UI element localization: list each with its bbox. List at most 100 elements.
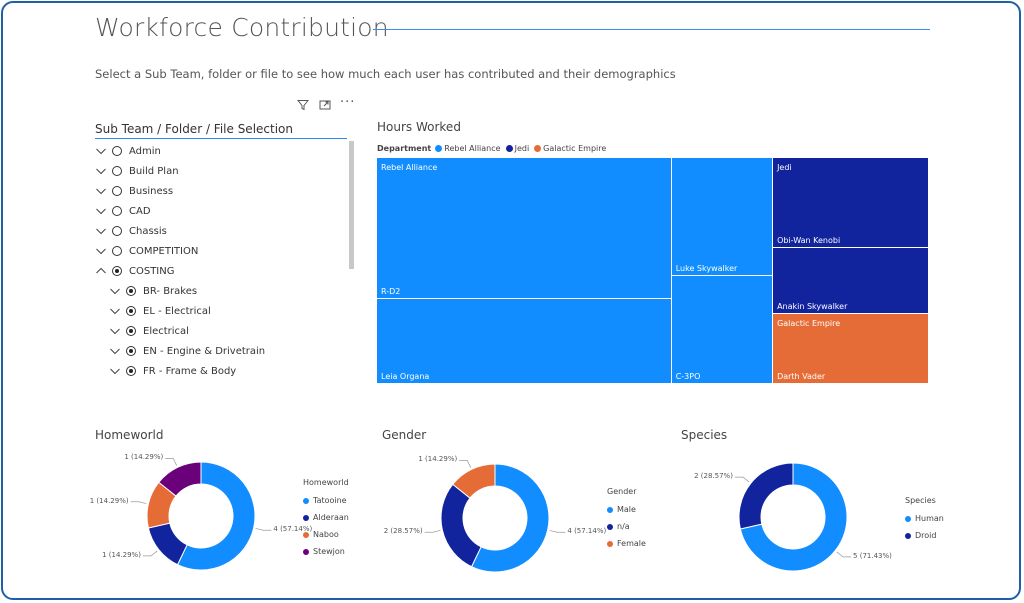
slicer-item-label: Admin (129, 145, 161, 157)
slicer-item-cad[interactable]: CAD (95, 203, 151, 219)
slicer-radio[interactable] (112, 166, 122, 176)
donut-slice-droid[interactable] (738, 462, 794, 530)
donut-leader-line (459, 459, 472, 468)
slicer-item-admin[interactable]: Admin (95, 143, 161, 159)
treemap-tile-darth-vader[interactable]: Darth Vader (773, 313, 929, 384)
chevron-down-icon[interactable] (109, 325, 121, 337)
slicer-scrollbar[interactable] (349, 141, 354, 269)
slicer-radio[interactable] (112, 266, 122, 276)
legend-dot-rebel (435, 145, 443, 152)
treemap-tile-obi-wan-kenobi[interactable]: Obi-Wan Kenobi (773, 158, 929, 249)
treemap-tile-label: Leia Organa (381, 371, 430, 381)
slicer-radio[interactable] (126, 366, 136, 376)
treemap-tile-luke-skywalker[interactable]: Luke Skywalker (671, 158, 774, 277)
slicer-title: Sub Team / Folder / File Selection (95, 122, 347, 139)
legend-dot (303, 548, 309, 555)
slicer-item-business[interactable]: Business (95, 183, 173, 199)
legend-label: Droid (915, 531, 937, 540)
treemap-tile-label: R-D2 (381, 287, 401, 297)
chevron-down-icon[interactable] (109, 345, 121, 357)
slicer-radio[interactable] (112, 146, 122, 156)
donut-slice-n-a[interactable] (440, 483, 482, 568)
treemap-title: Hours Worked (377, 120, 461, 134)
slicer-item-costing[interactable]: COSTING (95, 263, 175, 279)
slicer-item-label: EL - Electrical (143, 305, 211, 317)
homeworld-donut (130, 457, 272, 571)
slicer-item-label: FR - Frame & Body (143, 365, 237, 377)
treemap-tile-leia-organa[interactable]: Leia Organa (377, 299, 672, 384)
treemap-tile-anakin-skywalker[interactable]: Anakin Skywalker (773, 248, 929, 314)
legend-dot (607, 523, 613, 530)
donut-slice-tatooine[interactable] (176, 461, 256, 571)
slicer-item-competition[interactable]: COMPETITION (95, 243, 198, 259)
homeworld-legend: Homeworld Tatooine Alderaan Naboo Stewjon (303, 478, 349, 560)
donut-slice-human[interactable] (739, 462, 848, 572)
donut-slice-stewjon[interactable] (158, 461, 202, 497)
donut-leader-line (130, 501, 147, 504)
donut-data-label: 1 (14.29%) (102, 550, 141, 559)
donut-slice-male[interactable] (470, 463, 550, 573)
focus-mode-icon[interactable] (319, 99, 331, 114)
chevron-down-icon[interactable] (95, 165, 107, 177)
chevron-down-icon[interactable] (95, 225, 107, 237)
chevron-down-icon[interactable] (95, 145, 107, 157)
chevron-up-icon[interactable] (95, 265, 107, 277)
slicer-item-en-engine-drivetrain[interactable]: EN - Engine & Drivetrain (109, 343, 265, 359)
slicer-item-label: COMPETITION (129, 245, 199, 257)
legend-label: Stewjon (313, 547, 345, 556)
donut-slice-female[interactable] (452, 463, 496, 499)
legend-item-stewjon[interactable]: Stewjon (303, 543, 349, 560)
gender-title: Gender (382, 428, 427, 442)
slicer-radio[interactable] (126, 326, 136, 336)
more-options-icon[interactable]: ··· (340, 95, 356, 110)
legend-title: Species (905, 496, 936, 505)
legend-item-n-a[interactable]: n/a (607, 518, 646, 535)
legend-item-female[interactable]: Female (607, 535, 646, 552)
legend-dot (607, 506, 613, 513)
slicer-radio[interactable] (126, 286, 136, 296)
legend-item-naboo[interactable]: Naboo (303, 526, 349, 543)
donut-data-label: 2 (28.57%) (383, 527, 423, 536)
chevron-down-icon[interactable] (109, 365, 121, 377)
slicer-item-electrical[interactable]: Electrical (109, 323, 189, 339)
slicer-item-label: Build Plan (129, 165, 179, 177)
slicer-toolbar: ··· (295, 95, 355, 115)
legend-item-alderaan[interactable]: Alderaan (303, 509, 349, 526)
legend-item-human[interactable]: Human (905, 510, 944, 527)
slicer-item-label: Chassis (129, 225, 167, 237)
slicer-radio[interactable] (112, 226, 122, 236)
donut-leader-line (165, 457, 178, 466)
slicer-item-br-brakes[interactable]: BR- Brakes (109, 283, 197, 299)
treemap-tile-r-d2[interactable]: R-D2 (377, 158, 672, 300)
legend-item-tatooine[interactable]: Tatooine (303, 492, 349, 509)
filter-icon[interactable] (296, 99, 310, 114)
treemap-tile-label: Obi-Wan Kenobi (777, 236, 841, 246)
legend-label: n/a (617, 522, 630, 531)
treemap-group-label-empire: Galactic Empire (777, 318, 841, 328)
legend-label: Male (617, 505, 636, 514)
legend-item-male[interactable]: Male (607, 501, 646, 518)
chevron-down-icon[interactable] (95, 185, 107, 197)
slicer-item-chassis[interactable]: Chassis (95, 223, 167, 239)
slicer-radio[interactable] (112, 206, 122, 216)
legend-title: Homeworld (303, 478, 349, 487)
slicer-radio[interactable] (126, 306, 136, 316)
slicer-radio[interactable] (112, 186, 122, 196)
chevron-down-icon[interactable] (109, 285, 121, 297)
slicer-item-fr-frame-body[interactable]: FR - Frame & Body (109, 363, 236, 379)
donut-data-label: 1 (14.29%) (418, 455, 458, 464)
chevron-down-icon[interactable] (95, 245, 107, 257)
legend-dot (303, 497, 309, 504)
treemap-tile-c-3po[interactable]: C-3PO (671, 276, 774, 384)
legend-dot (303, 514, 309, 521)
slicer-item-build-plan[interactable]: Build Plan (95, 163, 179, 179)
chevron-down-icon[interactable] (109, 305, 121, 317)
donut-data-label: 4 (57.14%) (567, 527, 607, 536)
slicer-radio[interactable] (126, 346, 136, 356)
slicer-radio[interactable] (112, 246, 122, 256)
chevron-down-icon[interactable] (95, 205, 107, 217)
legend-item-droid[interactable]: Droid (905, 527, 944, 544)
slicer-item-label: Electrical (143, 325, 189, 337)
slicer-item-el-electrical[interactable]: EL - Electrical (109, 303, 211, 319)
legend-dot-jedi (505, 145, 513, 152)
